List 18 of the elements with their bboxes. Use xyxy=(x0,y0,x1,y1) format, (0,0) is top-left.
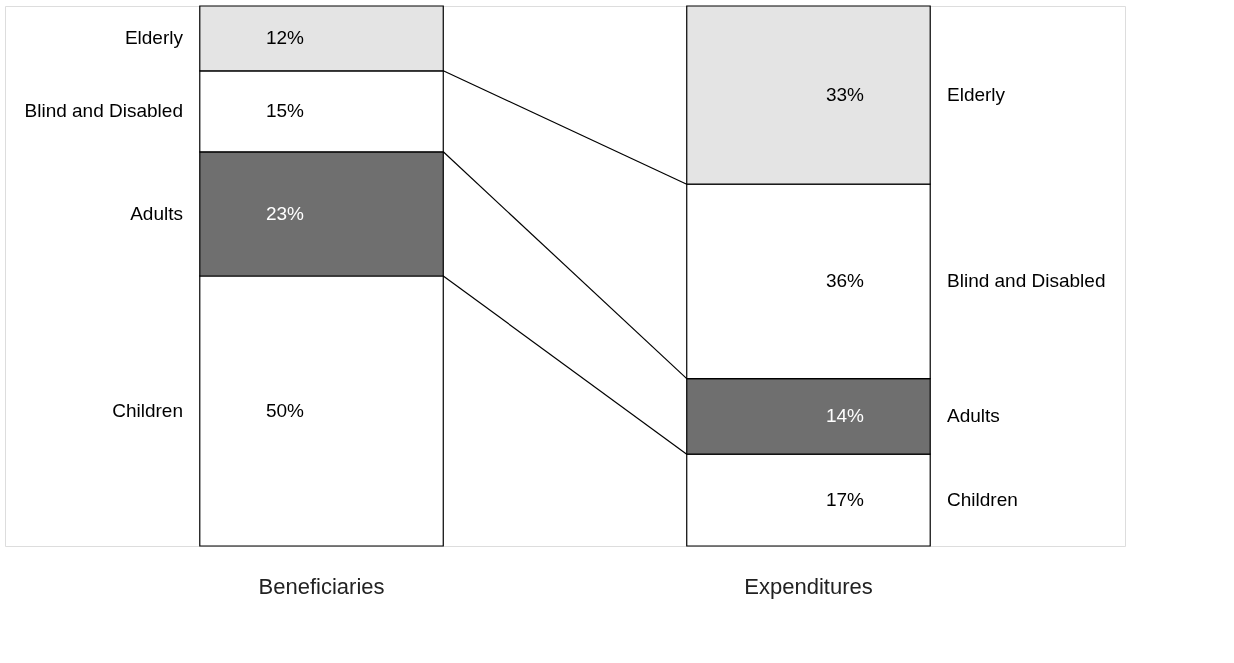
text: Adults xyxy=(130,202,183,224)
data-label: 36% xyxy=(825,270,865,292)
data-label: 12% xyxy=(265,27,305,49)
series-label: Blind and Disabled xyxy=(947,270,1106,292)
text: Blind and Disabled xyxy=(24,100,183,122)
data-label: 15% xyxy=(265,100,305,122)
data-label: 50% xyxy=(265,400,305,421)
data-label: 14% xyxy=(825,405,865,427)
data-label: 17% xyxy=(825,489,865,511)
x-tick-label: Expenditures xyxy=(744,573,873,599)
series-label: Children xyxy=(947,489,1018,511)
data-label: 23% xyxy=(265,202,305,224)
series-label: Elderly xyxy=(947,84,1006,106)
text: Children xyxy=(112,400,183,421)
x-tick-label: Beneficiaries xyxy=(258,573,385,599)
series-label: Adults xyxy=(947,405,1000,427)
text: Elderly xyxy=(124,27,183,49)
data-label: 33% xyxy=(825,84,865,106)
